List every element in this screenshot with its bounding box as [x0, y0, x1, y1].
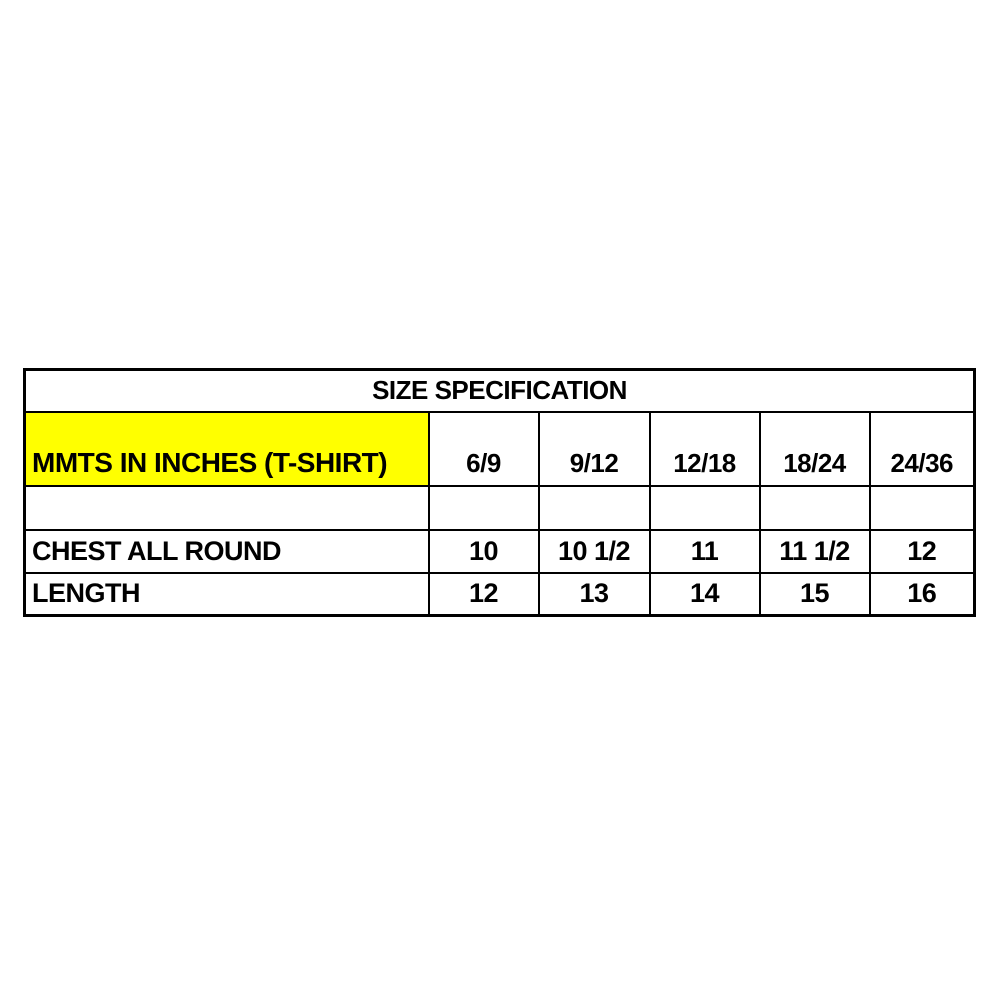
size-column-header: 12/18	[648, 410, 761, 487]
table-cell	[758, 484, 871, 531]
table-cell: 12	[868, 528, 976, 574]
size-specification-table: SIZE SPECIFICATION MMTS IN INCHES (T-SHI…	[23, 368, 976, 617]
table-cell: 15	[758, 571, 871, 617]
table-cell: 16	[868, 571, 976, 617]
size-column-header: 6/9	[427, 410, 540, 487]
chest-row: CHEST ALL ROUND 10 10 1/2 11 11 1/2 12	[23, 528, 976, 574]
title-row: SIZE SPECIFICATION	[23, 368, 976, 413]
table-cell	[868, 484, 976, 531]
row-label	[23, 484, 430, 531]
size-column-header: 9/12	[537, 410, 651, 487]
row-label: LENGTH	[23, 571, 430, 617]
table-cell: 13	[537, 571, 651, 617]
empty-row	[23, 484, 976, 531]
table-cell: 11 1/2	[758, 528, 871, 574]
size-column-header: 24/36	[868, 410, 976, 487]
size-column-header: 18/24	[758, 410, 871, 487]
table-cell: 12	[427, 571, 540, 617]
table-cell: 10 1/2	[537, 528, 651, 574]
table-cell: 11	[648, 528, 761, 574]
table-cell	[427, 484, 540, 531]
table-cell: 14	[648, 571, 761, 617]
length-row: LENGTH 12 13 14 15 16	[23, 571, 976, 617]
header-label-highlighted: MMTS IN INCHES (T-SHIRT)	[23, 410, 430, 487]
table-title: SIZE SPECIFICATION	[23, 368, 976, 413]
table-cell: 10	[427, 528, 540, 574]
row-label: CHEST ALL ROUND	[23, 528, 430, 574]
table-cell	[648, 484, 761, 531]
header-row: MMTS IN INCHES (T-SHIRT) 6/9 9/12 12/18 …	[23, 410, 976, 487]
table-cell	[537, 484, 651, 531]
